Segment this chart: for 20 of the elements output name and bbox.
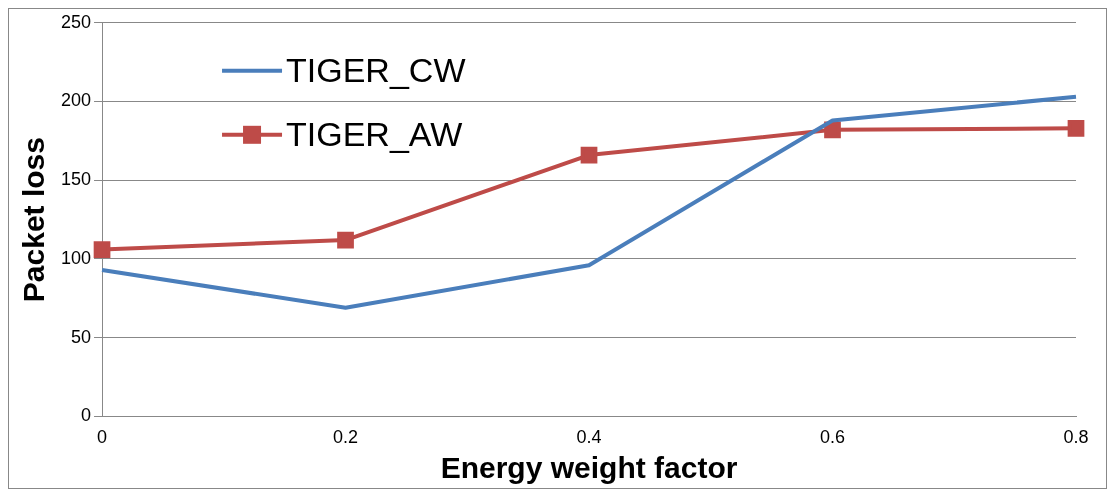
y-tick-label: 200 bbox=[60, 90, 92, 111]
y-tick-label: 50 bbox=[71, 326, 92, 347]
point bbox=[580, 146, 598, 164]
x-axis-title: Energy weight factor bbox=[440, 451, 738, 485]
y-axis-title: Packet loss bbox=[17, 137, 51, 303]
x-tick-label: 0.6 bbox=[819, 427, 846, 448]
point bbox=[824, 121, 841, 139]
y-tick-label: 250 bbox=[60, 11, 92, 32]
legend-label: TIGER_CW bbox=[286, 51, 466, 90]
x-tick-label: 0.4 bbox=[576, 427, 602, 448]
point bbox=[93, 241, 111, 258]
point bbox=[337, 231, 354, 249]
x-tick-label: 0.2 bbox=[333, 427, 359, 448]
x-tick-label: 0.8 bbox=[1063, 427, 1089, 448]
y-tick-label: 100 bbox=[60, 247, 92, 268]
y-tick-label: 150 bbox=[60, 169, 92, 190]
y-tick-label: 0 bbox=[81, 405, 92, 426]
legend-label: TIGER_AW bbox=[286, 115, 463, 154]
point bbox=[1067, 119, 1085, 137]
x-tick-label: 0 bbox=[97, 427, 108, 448]
